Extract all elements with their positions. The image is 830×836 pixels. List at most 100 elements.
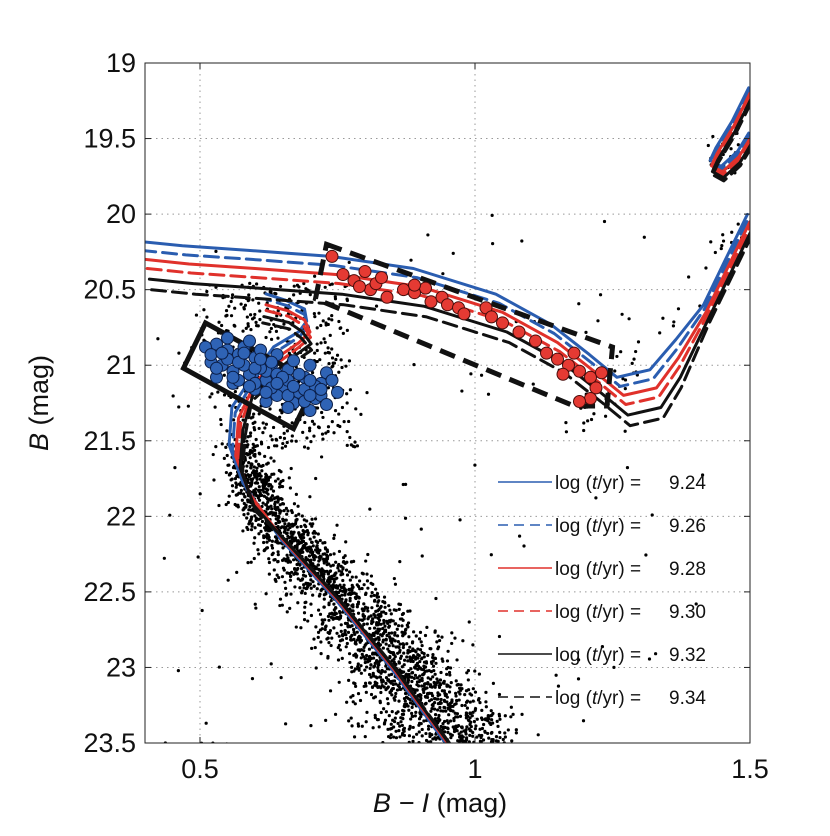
star-dot xyxy=(365,660,370,664)
turnoff-star xyxy=(259,385,273,399)
star-dot xyxy=(418,659,422,664)
star-dot xyxy=(285,531,289,535)
star-dot xyxy=(245,439,249,443)
star-dot xyxy=(399,669,403,673)
star-dot xyxy=(416,656,420,660)
star-dot xyxy=(332,584,336,588)
subgiant-star xyxy=(595,366,608,380)
star-dot xyxy=(305,436,309,440)
star-dot xyxy=(344,645,348,649)
star-dot xyxy=(281,441,285,446)
star-dot xyxy=(286,509,290,513)
star-dot xyxy=(436,697,440,701)
star-dot xyxy=(366,609,370,613)
star-dot xyxy=(471,687,475,691)
star-dot xyxy=(419,527,423,531)
star-dot xyxy=(368,666,372,671)
star-dot xyxy=(156,337,160,341)
star-dot xyxy=(475,735,479,739)
star-dot xyxy=(468,700,472,704)
star-dot xyxy=(385,686,389,690)
star-dot xyxy=(315,550,319,554)
star-dot xyxy=(286,560,290,564)
star-dot xyxy=(315,359,319,364)
star-dot xyxy=(348,660,352,665)
star-dot xyxy=(309,586,313,590)
star-dot xyxy=(333,409,338,413)
star-dot xyxy=(484,690,488,694)
star-dot xyxy=(510,739,514,743)
star-dot xyxy=(320,410,324,415)
star-dot xyxy=(309,724,313,728)
star-dot xyxy=(269,496,273,500)
star-dot xyxy=(443,730,447,734)
star-dot xyxy=(290,439,294,443)
star-dot xyxy=(381,599,385,604)
star-dot xyxy=(295,525,299,529)
star-dot xyxy=(246,512,250,516)
star-dot xyxy=(399,720,403,724)
star-dot xyxy=(379,690,383,695)
star-dot xyxy=(284,518,288,522)
star-dot xyxy=(241,492,246,496)
star-dot xyxy=(480,717,484,722)
star-dot xyxy=(341,566,345,570)
star-dot xyxy=(288,486,293,490)
star-dot xyxy=(302,611,307,615)
star-dot xyxy=(330,420,334,424)
star-dot xyxy=(225,429,229,433)
star-dot xyxy=(349,716,353,720)
star-dot xyxy=(362,622,366,626)
star-dot xyxy=(369,574,374,578)
star-dot xyxy=(399,716,403,720)
star-dot xyxy=(285,553,289,557)
star-dot xyxy=(327,618,331,622)
star-dot xyxy=(277,508,281,512)
star-dot xyxy=(294,492,298,496)
star-dot xyxy=(445,667,449,671)
star-dot xyxy=(413,673,418,677)
star-dot xyxy=(276,477,280,481)
star-dot xyxy=(304,287,308,291)
star-dot xyxy=(378,658,382,663)
star-dot xyxy=(469,372,473,376)
star-dot xyxy=(276,495,280,499)
subgiant-star xyxy=(358,265,372,279)
star-dot xyxy=(213,405,217,409)
star-dot xyxy=(351,609,355,613)
star-dot xyxy=(332,431,336,435)
star-dot xyxy=(337,549,342,554)
star-dot xyxy=(246,527,250,532)
star-dot xyxy=(289,466,293,471)
star-dot xyxy=(375,604,380,608)
star-dot xyxy=(412,676,416,680)
star-dot xyxy=(390,659,394,663)
star-dot xyxy=(520,239,524,243)
star-dot xyxy=(230,477,234,481)
star-dot xyxy=(328,628,333,633)
star-dot xyxy=(437,713,441,718)
subgiant-box xyxy=(312,240,616,409)
star-dot xyxy=(335,523,339,527)
star-dot xyxy=(354,575,358,579)
star-dot xyxy=(324,557,328,561)
star-dot xyxy=(452,716,456,721)
isochrone-sgb-9.24 xyxy=(145,212,749,379)
star-dot xyxy=(217,320,221,324)
star-dot xyxy=(396,640,400,644)
star-dot xyxy=(650,513,654,517)
star-dot xyxy=(352,735,357,739)
star-dot xyxy=(464,689,469,693)
star-dot xyxy=(251,446,255,450)
subgiant-star xyxy=(336,268,350,282)
star-dot xyxy=(287,351,291,355)
star-dot xyxy=(276,336,280,340)
star-dot xyxy=(383,605,387,609)
star-dot xyxy=(253,514,257,518)
star-dot xyxy=(447,713,451,717)
star-dot xyxy=(356,724,361,728)
star-dot xyxy=(438,700,442,704)
turnoff-star xyxy=(325,373,339,387)
star-dot xyxy=(397,699,401,703)
star-dot xyxy=(330,636,334,640)
